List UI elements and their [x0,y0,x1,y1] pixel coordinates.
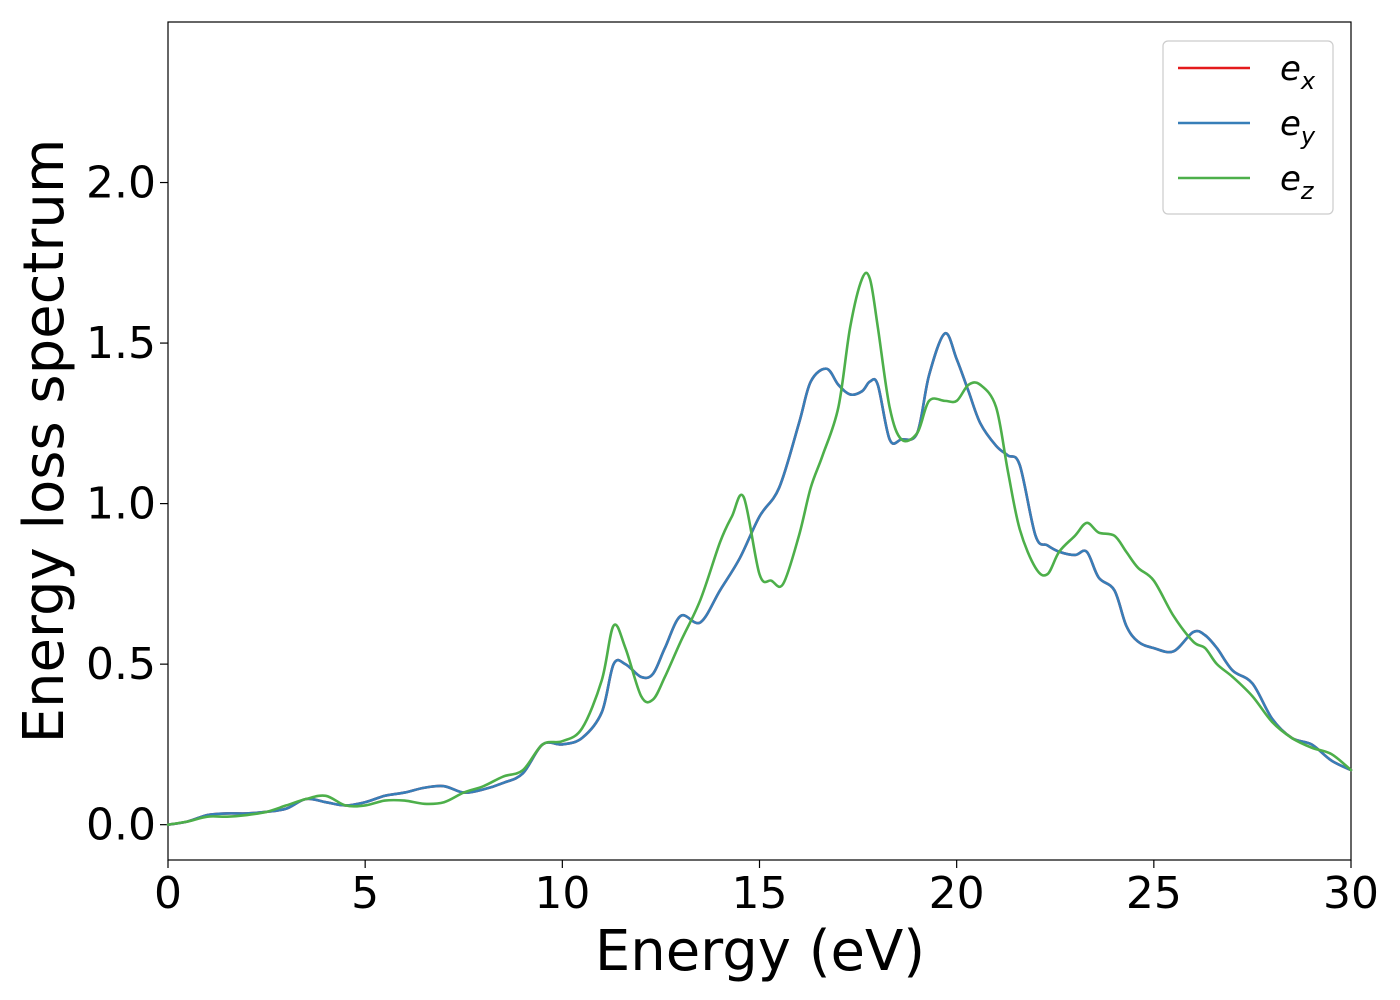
y-tick-label: 2.0 [86,158,156,209]
series-lines [166,271,1353,826]
legend-label-base: e [1280,104,1301,144]
legend-label-subscript: y [1300,122,1316,150]
legend-label-z: ez [1280,159,1315,205]
x-tick-label: 25 [1126,868,1182,919]
y-tick-label: 1.0 [86,479,156,530]
x-tick-label: 10 [534,868,590,919]
y-tick-label: 1.5 [86,318,156,369]
y-axis-ticks: 0.0 0.5 1.0 1.5 2.0 [86,158,168,851]
legend-label-y: ey [1280,104,1316,150]
series-line-y [166,332,1353,826]
x-tick-label: 30 [1323,868,1379,919]
legend-label-base: e [1280,49,1301,89]
legend-box [1162,40,1334,215]
y-axis-title: Energy loss spectrum [12,139,77,744]
x-tick-label: 20 [929,868,985,919]
x-axis-title: Energy (eV) [595,919,925,984]
x-tick-label: 5 [351,868,379,919]
y-tick-label: 0.5 [86,639,156,690]
x-tick-label: 0 [154,868,182,919]
series-line-z [166,271,1353,826]
series-line-x [166,332,1353,826]
legend-label-x: ex [1280,49,1316,95]
legend-label-base: e [1280,159,1301,199]
x-tick-label: 15 [732,868,788,919]
y-tick-label: 0.0 [86,800,156,851]
x-axis-ticks: 0 5 10 15 20 25 30 [154,860,1379,919]
legend-label-subscript: x [1300,67,1316,95]
legend-label-subscript: z [1300,177,1315,205]
